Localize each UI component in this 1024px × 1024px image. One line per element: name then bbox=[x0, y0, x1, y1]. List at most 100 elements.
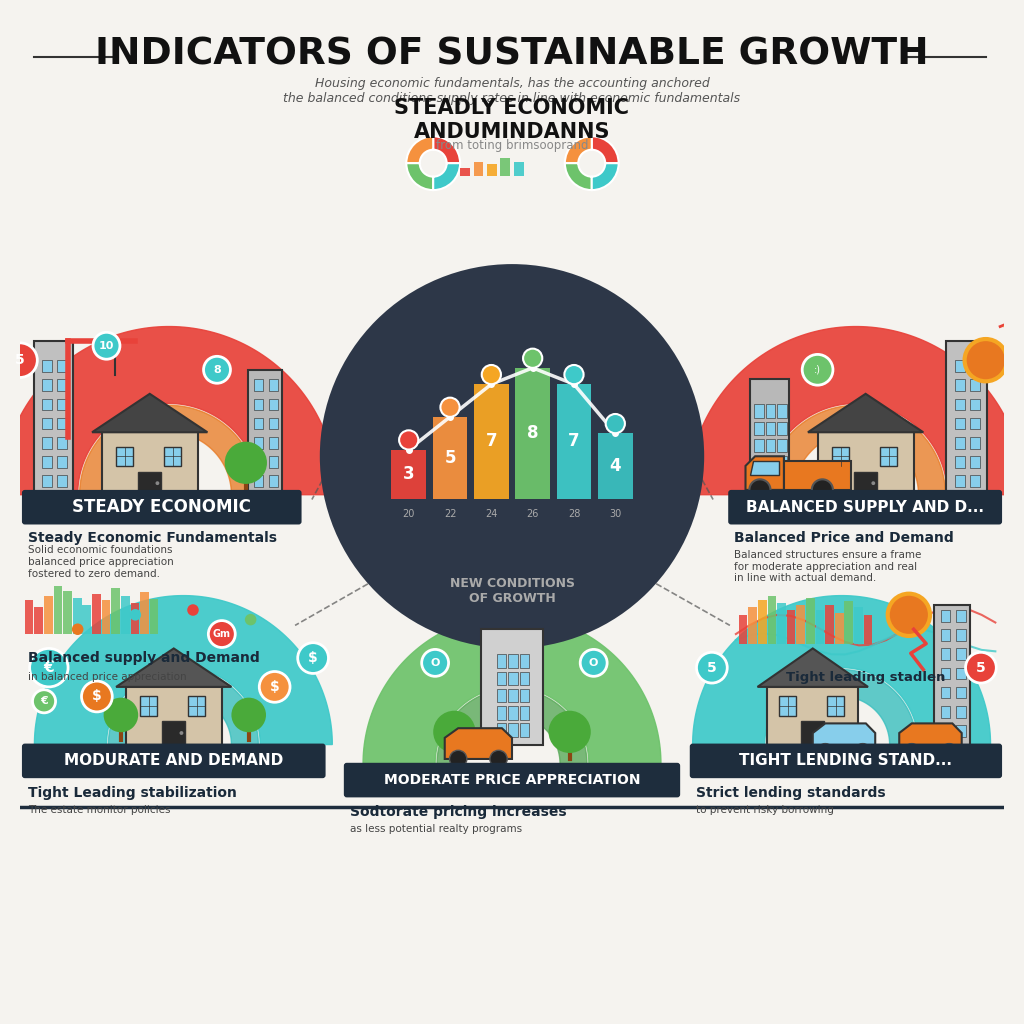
Polygon shape bbox=[116, 446, 133, 466]
Polygon shape bbox=[758, 600, 767, 644]
Polygon shape bbox=[487, 164, 497, 176]
Polygon shape bbox=[955, 418, 965, 429]
Polygon shape bbox=[971, 437, 980, 449]
Text: O: O bbox=[589, 657, 598, 668]
Circle shape bbox=[605, 414, 625, 433]
Text: 5: 5 bbox=[707, 660, 717, 675]
Circle shape bbox=[549, 711, 591, 753]
Polygon shape bbox=[754, 404, 764, 418]
Polygon shape bbox=[971, 475, 980, 487]
Text: $: $ bbox=[308, 651, 318, 665]
Polygon shape bbox=[956, 707, 966, 718]
Polygon shape bbox=[754, 473, 764, 487]
Polygon shape bbox=[971, 360, 980, 372]
Text: 5: 5 bbox=[976, 660, 986, 675]
Circle shape bbox=[187, 604, 199, 615]
Text: TIGHT LENDING STAND...: TIGHT LENDING STAND... bbox=[739, 754, 952, 768]
Polygon shape bbox=[813, 723, 876, 753]
Polygon shape bbox=[269, 398, 279, 411]
Text: STEADY ECONOMIC: STEADY ECONOMIC bbox=[73, 499, 251, 516]
Polygon shape bbox=[934, 605, 971, 744]
Circle shape bbox=[298, 643, 329, 674]
Wedge shape bbox=[565, 136, 592, 163]
Polygon shape bbox=[955, 475, 965, 487]
Polygon shape bbox=[42, 457, 52, 468]
Circle shape bbox=[433, 711, 475, 753]
Polygon shape bbox=[42, 437, 52, 449]
Polygon shape bbox=[35, 607, 43, 634]
Polygon shape bbox=[35, 341, 73, 495]
Circle shape bbox=[208, 621, 236, 647]
Polygon shape bbox=[42, 360, 52, 372]
Polygon shape bbox=[749, 607, 757, 644]
FancyBboxPatch shape bbox=[22, 743, 326, 778]
Polygon shape bbox=[777, 473, 786, 487]
Polygon shape bbox=[391, 450, 426, 499]
Polygon shape bbox=[188, 696, 206, 716]
Circle shape bbox=[523, 348, 543, 368]
Polygon shape bbox=[777, 439, 786, 453]
Circle shape bbox=[259, 672, 290, 702]
Polygon shape bbox=[955, 398, 965, 411]
Polygon shape bbox=[766, 404, 775, 418]
Polygon shape bbox=[162, 722, 185, 744]
Text: €: € bbox=[40, 696, 48, 707]
Polygon shape bbox=[520, 672, 529, 685]
Polygon shape bbox=[956, 668, 966, 679]
Polygon shape bbox=[767, 670, 916, 744]
Text: 20: 20 bbox=[402, 509, 415, 519]
Polygon shape bbox=[140, 592, 148, 634]
Circle shape bbox=[204, 356, 230, 383]
Text: 5: 5 bbox=[444, 449, 456, 467]
Polygon shape bbox=[508, 707, 518, 720]
Polygon shape bbox=[444, 728, 512, 759]
Polygon shape bbox=[955, 437, 965, 449]
Polygon shape bbox=[53, 586, 62, 634]
Polygon shape bbox=[57, 380, 68, 391]
Polygon shape bbox=[508, 723, 518, 737]
Circle shape bbox=[696, 652, 727, 683]
Polygon shape bbox=[57, 360, 68, 372]
Polygon shape bbox=[956, 629, 966, 641]
Circle shape bbox=[489, 751, 507, 768]
Polygon shape bbox=[825, 605, 834, 644]
Polygon shape bbox=[1, 327, 337, 495]
Circle shape bbox=[450, 751, 467, 768]
Polygon shape bbox=[971, 457, 980, 468]
Polygon shape bbox=[92, 594, 100, 634]
Polygon shape bbox=[520, 689, 529, 702]
Polygon shape bbox=[80, 406, 258, 495]
Polygon shape bbox=[42, 475, 52, 487]
Text: as less potential realty programs: as less potential realty programs bbox=[349, 824, 522, 835]
Polygon shape bbox=[57, 398, 68, 411]
Circle shape bbox=[816, 743, 834, 761]
FancyBboxPatch shape bbox=[690, 743, 1002, 778]
Text: Tight leading stadlen: Tight leading stadlen bbox=[786, 671, 945, 684]
Circle shape bbox=[82, 681, 113, 712]
Polygon shape bbox=[254, 380, 263, 391]
Text: MODURATE AND DEMAND: MODURATE AND DEMAND bbox=[65, 754, 284, 768]
Text: The estate monitor policies: The estate monitor policies bbox=[28, 805, 170, 815]
Polygon shape bbox=[806, 598, 815, 644]
Polygon shape bbox=[941, 725, 950, 737]
Polygon shape bbox=[126, 687, 222, 744]
Polygon shape bbox=[520, 707, 529, 720]
Circle shape bbox=[156, 481, 160, 485]
Polygon shape bbox=[116, 648, 231, 687]
Text: Balanced structures ensure a frame
for moderate appreciation and real
in line wi: Balanced structures ensure a frame for m… bbox=[734, 550, 922, 584]
Polygon shape bbox=[57, 457, 68, 468]
Polygon shape bbox=[801, 722, 824, 744]
Text: 8: 8 bbox=[213, 365, 221, 375]
Polygon shape bbox=[808, 394, 924, 432]
Circle shape bbox=[581, 649, 607, 676]
Text: 30: 30 bbox=[609, 509, 622, 519]
Circle shape bbox=[802, 354, 833, 385]
Polygon shape bbox=[254, 457, 263, 468]
Polygon shape bbox=[797, 605, 805, 644]
Circle shape bbox=[231, 697, 266, 732]
Polygon shape bbox=[941, 687, 950, 698]
Text: Balanced Price and Demand: Balanced Price and Demand bbox=[734, 531, 953, 545]
Text: Housing economic fundamentals, has the accounting anchored: Housing economic fundamentals, has the a… bbox=[314, 77, 710, 90]
Polygon shape bbox=[557, 384, 591, 499]
Wedge shape bbox=[433, 163, 460, 190]
